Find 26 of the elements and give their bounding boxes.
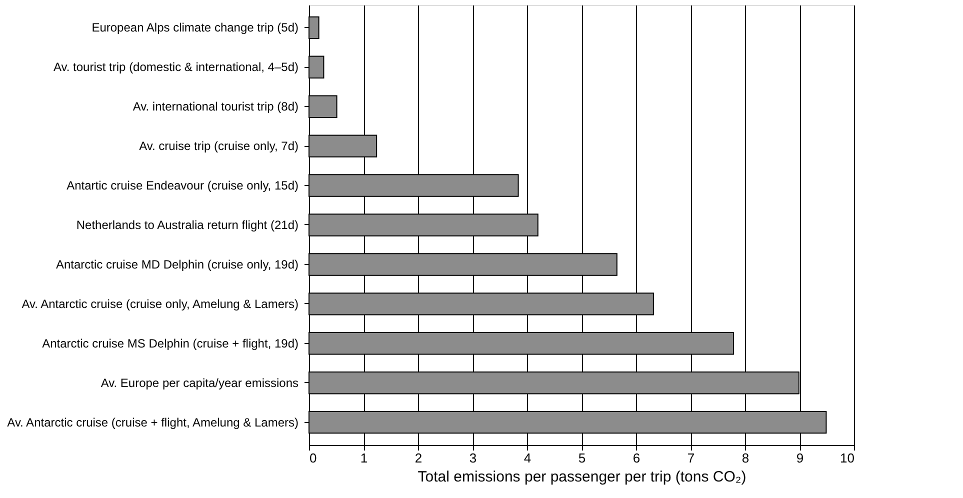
x-tick-label: 9: [796, 450, 804, 466]
y-tick-label: Antarctic cruise MD Delphin (cruise only, 19d): [56, 257, 299, 272]
bar: [308, 56, 324, 79]
x-tick-label: 1: [360, 450, 368, 466]
y-tick-label: Av. tourist trip (domestic & international, 4–5d): [53, 60, 298, 74]
y-tick-label: Antarctic cruise MS Delphin (cruise + flight, 19d): [42, 336, 298, 350]
x-tick-label: 10: [840, 450, 854, 466]
y-tick-label: Av. international tourist trip (8d): [132, 100, 298, 114]
x-tick-label: 2: [414, 450, 422, 466]
y-tick-label: Netherlands to Australia return flight (21d): [76, 218, 298, 232]
y-tick-label: Av. Europe per capita/year emissions: [100, 376, 298, 390]
x-axis-title: Total emissions per passenger per trip (tons CO₂): [418, 468, 746, 486]
x-tick-label: 6: [632, 450, 640, 466]
y-tick-label: Antartic cruise Endeavour (cruise only, 15d): [66, 178, 298, 193]
x-tick-label: 8: [742, 450, 750, 466]
y-tick-label: Av. Antarctic cruise (cruise + flight, Amelung & Lamers): [7, 415, 298, 430]
y-tick-label: Av. Antarctic cruise (cruise only, Amelung & Lamers): [22, 296, 298, 311]
x-tick-label: 4: [524, 450, 532, 466]
x-tick-label: 0: [310, 450, 317, 466]
y-tick-label: European Alps climate change trip (5d): [92, 20, 298, 35]
x-tick-label: 3: [469, 450, 477, 466]
x-tick-label: 5: [578, 450, 586, 466]
x-tick-label: 7: [687, 450, 695, 466]
bar: [308, 95, 338, 118]
y-tick-label: Av. cruise trip (cruise only, 7d): [139, 139, 298, 154]
bar: [308, 16, 320, 40]
